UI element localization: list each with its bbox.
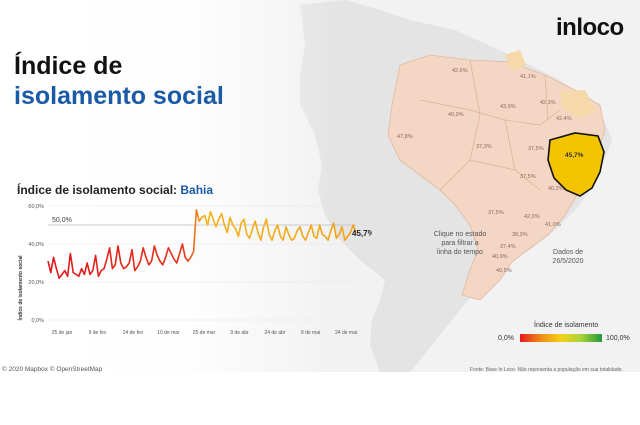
state-value-label: 40,9% <box>492 254 508 260</box>
state-value-label: 41,1% <box>520 74 536 80</box>
map-area[interactable]: 42,6% 41,1% 43,9% 42,3% 47,8% 37,3% 37,5… <box>0 0 640 372</box>
x-tick-label: 24 de abr <box>264 330 285 336</box>
map-credits[interactable]: © 2020 Mapbox © OpenStreetMap <box>2 366 103 373</box>
map-state-labels: 42,6% 41,1% 43,9% 42,3% 47,8% 37,3% 37,5… <box>397 68 584 274</box>
data-date: Dados de 26/5/2020 <box>552 249 584 265</box>
click-hint: Clique no estado para filtrar a linha do t… <box>433 231 487 256</box>
x-tick-label: 10 de mar <box>157 330 180 336</box>
chart-title: Índice de isolamento social: Bahia <box>17 183 213 197</box>
legend-min: 0,0% <box>498 335 514 342</box>
state-value-label: 40,9% <box>448 112 464 118</box>
y-tick-label: 40,0% <box>28 242 44 248</box>
state-value-label: 40,5% <box>496 268 512 274</box>
data-source: Fonte: Base In Loco. Não representa a po… <box>470 367 623 373</box>
x-tick-label: 25 de jan <box>52 330 73 336</box>
state-value-label: 38,3% <box>512 232 528 238</box>
state-value-label: 47,8% <box>397 134 413 140</box>
state-value-label: 37,4% <box>500 244 516 250</box>
chart-title-prefix: Índice de isolamento social: <box>17 183 181 197</box>
brand-logo: inloco <box>556 14 624 41</box>
series-line-bahia[interactable] <box>47 209 357 279</box>
state-value-label: 37,3% <box>476 144 492 150</box>
x-tick-label: 9 de fev <box>89 330 107 336</box>
y-tick-label: 60,0% <box>28 204 44 210</box>
reference-line-label: 50,0% <box>52 217 72 224</box>
legend-color-scale <box>520 334 602 342</box>
page-title-line2: isolamento social <box>14 82 224 110</box>
chart-title-region: Bahia <box>180 183 214 197</box>
y-tick-label: 0,0% <box>31 318 44 324</box>
legend-title: Índice de isolamento <box>534 322 599 329</box>
y-axis-label: Índice de isolamento social <box>16 255 24 321</box>
state-borders <box>419 59 561 191</box>
x-tick-label: 24 de fev <box>123 330 144 336</box>
x-tick-label: 25 de mar <box>193 330 216 336</box>
isolation-line-chart[interactable]: 0,0% 20,0% 40,0% 60,0% 25 de jan 9 de fev 24 … <box>0 196 372 346</box>
state-ceara[interactable] <box>560 90 596 118</box>
y-tick-label: 20,0% <box>28 280 44 286</box>
state-bahia[interactable] <box>547 132 605 197</box>
page-title-line1: Índice de <box>14 52 123 80</box>
state-value-label: 37,5% <box>520 174 536 180</box>
state-value-label: 42,0% <box>524 214 540 220</box>
x-tick-label: 9 de mai <box>301 330 320 336</box>
state-value-label: 42,3% <box>540 100 556 106</box>
legend-max: 100,0% <box>606 335 630 342</box>
state-value-label: 42,4% <box>556 116 572 122</box>
state-value-label: 40,3% <box>548 186 564 192</box>
x-tick-label: 9 de abr <box>230 330 249 336</box>
last-value-label: 45,7% <box>352 229 372 238</box>
brazil-map[interactable] <box>387 54 606 301</box>
x-tick-label: 24 de mai <box>335 330 357 336</box>
state-value-label: 37,5% <box>528 146 544 152</box>
state-value-label: 41,0% <box>545 222 561 228</box>
state-value-label: 43,9% <box>500 104 516 110</box>
state-value-label: 42,6% <box>452 68 468 74</box>
state-amapa[interactable] <box>505 50 526 72</box>
bahia-value-label: 45,7% <box>565 152 584 159</box>
state-value-label: 37,5% <box>488 210 504 216</box>
